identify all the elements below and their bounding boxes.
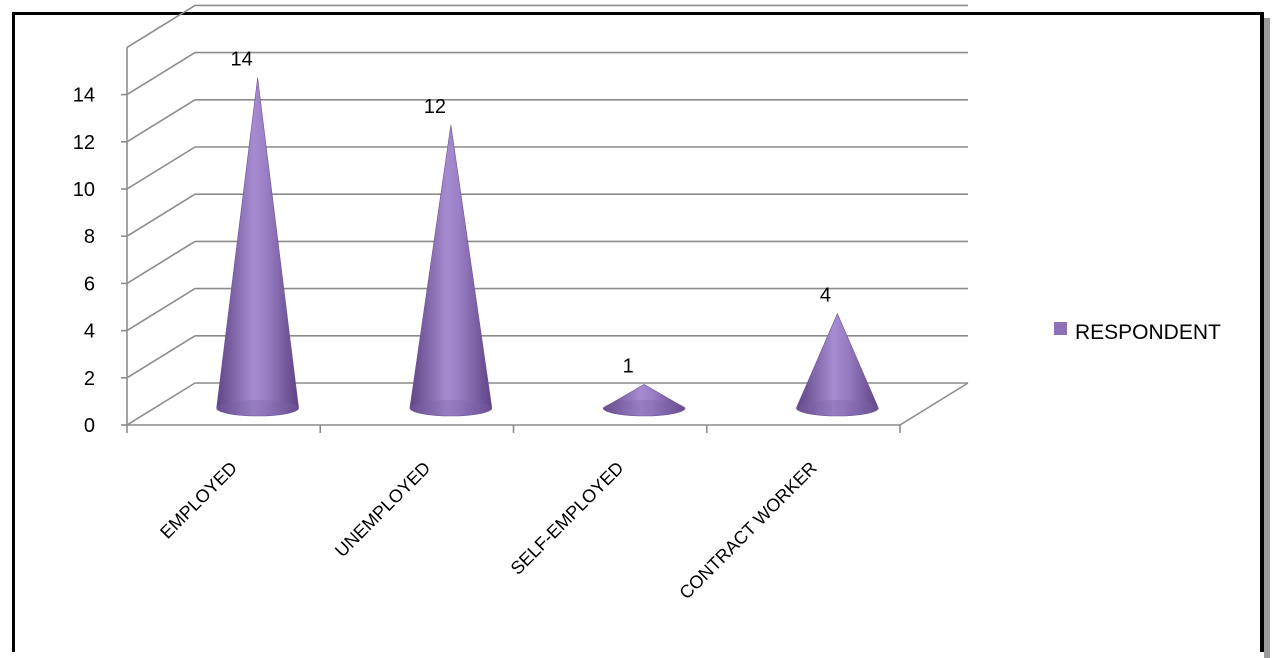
grid-diagonal [126,382,196,426]
data-label: 1 [623,355,634,377]
y-tick-label: 0 [84,415,95,437]
y-tick-label: 6 [84,273,95,295]
grid-diagonal [126,4,196,49]
grid-diagonal [126,335,196,379]
cone-base-shade [796,400,879,416]
grid-diagonal [126,193,196,237]
floor-right-edge [899,382,969,426]
y-tick-label: 12 [73,132,95,154]
y-tick-label: 14 [73,85,95,107]
cone-employed [216,77,299,417]
grid-diagonal [126,99,196,143]
grid-diagonal [126,287,196,332]
cone-contract-worker [796,312,879,417]
legend-label: RESPONDENT [1075,321,1221,344]
legend-swatch [1054,322,1067,335]
cone-body [602,384,686,417]
data-label: 12 [424,96,446,118]
cone-base-shade [216,400,299,416]
y-tick-label: 8 [84,226,95,248]
data-label: 4 [820,285,831,307]
x-tick-label: SELF-EMPLOYED [507,458,628,579]
y-tick-label: 10 [73,179,95,201]
grid-diagonal [126,146,196,190]
cone-body [216,77,299,417]
cone-chart: 0 2 4 6 8 10 12 14 14 EMPLOYED 12 UNEMPLOYED 1 SELF-… [73,4,1221,603]
cone-base-shade [603,400,686,416]
x-tick-label: EMPLOYED [156,458,241,543]
y-tick-label: 2 [84,368,95,390]
grid-diagonal [126,51,196,96]
cone-body [796,312,879,417]
cone-self-employed [602,384,686,417]
frame-shadow [1264,18,1270,658]
cone-unemployed [409,124,493,417]
cone-base-shade [409,400,492,416]
cone-body [409,124,493,417]
x-tick-label: UNEMPLOYED [331,458,434,561]
y-tick-label: 4 [84,321,95,343]
chart-frame [12,12,1264,652]
x-tick-label: CONTRACT WORKER [675,458,820,603]
grid-diagonal [126,240,196,285]
legend: RESPONDENT [1054,321,1221,344]
data-label: 14 [231,49,253,71]
